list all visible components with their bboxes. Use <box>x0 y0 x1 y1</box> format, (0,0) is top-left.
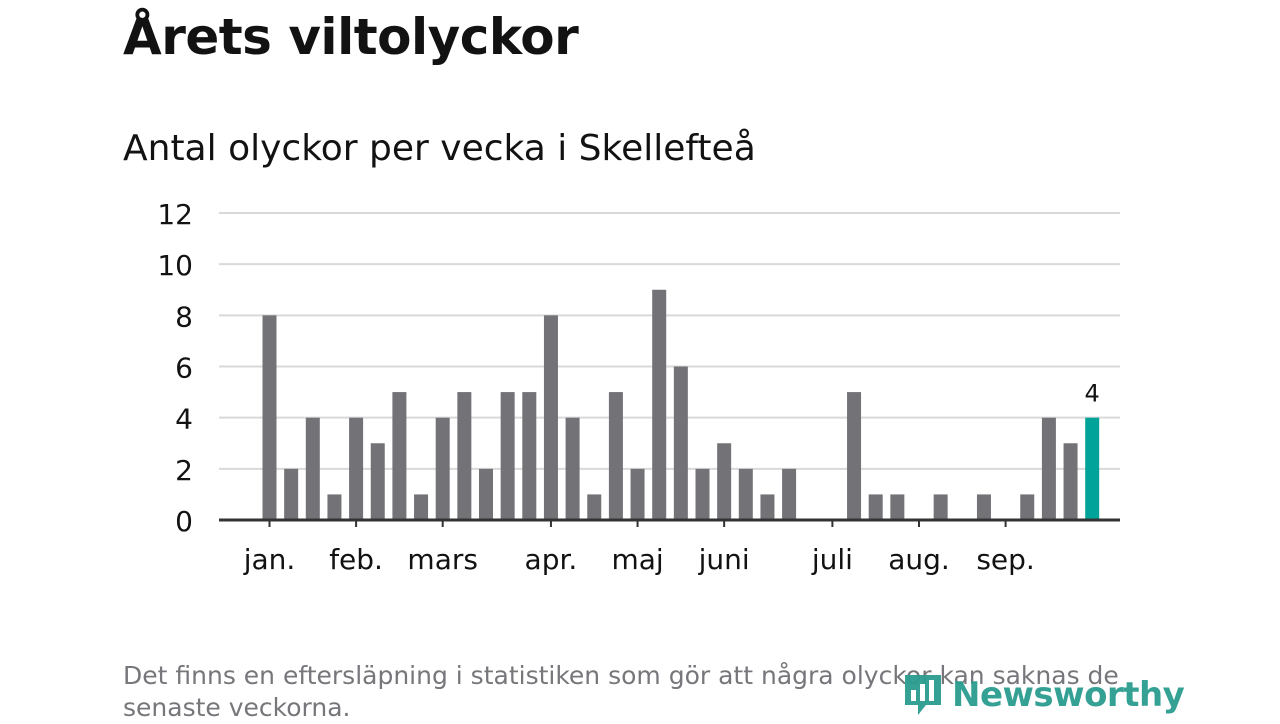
bar-week-38 <box>1063 443 1078 520</box>
x-axis: jan. feb. mars apr. maj juni juli aug. sep. <box>219 518 1120 576</box>
bar-week-14 <box>543 315 558 520</box>
x-tick-label: aug. <box>888 543 950 576</box>
chart-title: Årets viltolyckor <box>123 8 579 66</box>
x-tick-label: mars <box>407 543 478 576</box>
bar-week-24 <box>760 494 775 520</box>
brand-logo: Newsworthy <box>902 672 1185 718</box>
x-tick-label: sep. <box>976 543 1035 576</box>
bar-week-5 <box>349 417 364 520</box>
bars <box>262 289 1100 520</box>
x-tick-label: jan. <box>243 543 296 576</box>
bar-week-1 <box>262 315 277 520</box>
bar-week-19 <box>652 289 667 520</box>
x-tick-label: feb. <box>329 543 383 576</box>
bar-week-25 <box>782 468 797 520</box>
bar-week-2 <box>284 468 299 520</box>
y-tick-label: 10 <box>157 249 193 282</box>
gridlines <box>219 212 1120 470</box>
bar-week-18 <box>630 468 645 520</box>
bar-week-11 <box>479 468 493 520</box>
bar-week-13 <box>522 392 537 520</box>
footnote: Det finns en eftersläpning i statistiken… <box>123 661 1119 722</box>
bar-week-34 <box>976 494 991 520</box>
bar-week-32 <box>933 494 948 520</box>
highlight-data-label: 4 <box>1085 380 1100 408</box>
bar-week-28 <box>847 392 862 520</box>
y-tick-label: 8 <box>175 300 193 333</box>
x-tick-label: juli <box>811 543 853 576</box>
bar-week-10 <box>457 392 472 520</box>
bar-week-9 <box>435 417 450 520</box>
brand-name: Newsworthy <box>952 675 1185 715</box>
bar-latest-week <box>1085 417 1100 520</box>
bar-week-15 <box>565 417 580 520</box>
y-tick-label: 2 <box>175 454 193 487</box>
bar-week-6 <box>370 443 385 520</box>
bar-week-37 <box>1041 417 1056 520</box>
y-axis-ticks: 0 2 4 6 8 10 12 <box>157 198 193 538</box>
bar-week-30 <box>890 494 905 520</box>
bar-week-20 <box>673 366 688 520</box>
bar-week-29 <box>868 494 883 520</box>
y-tick-label: 0 <box>175 505 193 538</box>
chart-subtitle: Antal olyckor per vecka i Skellefteå <box>123 128 756 169</box>
y-tick-label: 12 <box>157 198 193 231</box>
bar-week-3 <box>305 417 320 520</box>
bar-week-12 <box>500 392 515 520</box>
x-tick-label: juni <box>698 543 750 576</box>
bar-week-21 <box>695 468 710 520</box>
x-tick-label: apr. <box>525 543 578 576</box>
bar-week-8 <box>414 494 429 520</box>
newsworthy-logo-icon <box>905 675 941 715</box>
y-tick-label: 4 <box>175 403 193 436</box>
y-tick-label: 6 <box>175 352 193 385</box>
bar-week-16 <box>587 494 602 520</box>
bar-chart: 0 2 4 6 8 10 12 jan. feb. mars apr. maj juni juli aug… <box>157 198 1120 576</box>
x-tick-label: maj <box>611 543 663 576</box>
bar-week-4 <box>327 494 342 520</box>
bar-week-7 <box>392 392 407 520</box>
bar-week-23 <box>738 468 753 520</box>
bar-week-17 <box>608 392 623 520</box>
data-labels: 4 <box>1085 380 1100 408</box>
bar-week-36 <box>1020 494 1035 520</box>
bar-week-22 <box>717 443 732 520</box>
